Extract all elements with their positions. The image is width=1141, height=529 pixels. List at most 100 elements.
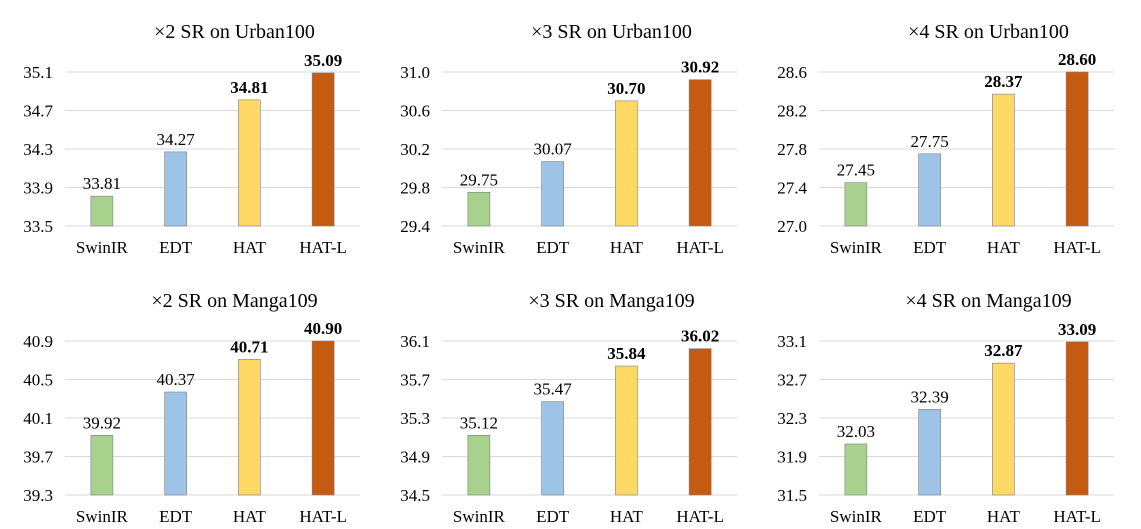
bar-hat-l: [688, 79, 712, 227]
y-tick-label: 27.0: [777, 217, 807, 236]
data-label: 32.03: [837, 422, 875, 441]
x-tick-label: SwinIR: [830, 507, 883, 526]
y-tick-label: 27.8: [777, 140, 807, 159]
y-tick-label: 40.5: [23, 371, 53, 390]
bar-hat: [615, 365, 638, 496]
data-label: 30.07: [534, 140, 573, 159]
data-label: 35.84: [607, 344, 646, 363]
bar-swinir: [844, 182, 868, 227]
x-tick-label: HAT: [233, 507, 267, 526]
chart-title: ×3 SR on Manga109: [528, 290, 694, 312]
bar-hat: [992, 93, 1015, 227]
data-label: 28.37: [984, 72, 1023, 91]
bar-edt: [918, 409, 941, 496]
bar-hat-l: [1065, 71, 1089, 227]
bar-hat-l: [311, 72, 335, 227]
x-tick-label: HAT-L: [676, 238, 724, 257]
chart-title: ×2 SR on Manga109: [151, 290, 317, 312]
x-tick-label: HAT-L: [299, 238, 347, 257]
x-tick-label: HAT: [610, 507, 644, 526]
bar-swinir: [467, 192, 491, 227]
chart-panel-5: ×3 SR on Manga109 34.5 34.9 35.3 35.7 36.1 35.…: [400, 290, 737, 526]
bar-edt: [541, 401, 564, 496]
x-tick-label: EDT: [159, 238, 193, 257]
y-tick-label: 34.7: [23, 102, 53, 121]
x-tick-label: EDT: [913, 507, 947, 526]
data-label: 33.09: [1058, 320, 1096, 339]
y-tick-label: 30.2: [400, 140, 430, 159]
bar-edt: [164, 391, 187, 496]
data-label: 39.92: [83, 413, 121, 432]
y-tick-label: 28.6: [777, 63, 807, 82]
bar-hat: [238, 358, 261, 496]
y-tick-label: 39.7: [23, 448, 53, 467]
bar-edt: [541, 161, 564, 227]
y-tick-label: 34.9: [400, 448, 430, 467]
x-tick-label: HAT: [987, 238, 1021, 257]
bar-swinir: [467, 435, 491, 496]
data-label: 35.09: [304, 51, 342, 70]
data-label: 30.92: [681, 58, 719, 77]
data-label: 35.47: [534, 380, 573, 399]
y-tick-label: 32.3: [777, 409, 807, 428]
data-label: 36.02: [681, 327, 719, 346]
data-label: 28.60: [1058, 50, 1096, 69]
bar-hat-l: [311, 340, 335, 496]
y-tick-label: 33.1: [777, 332, 807, 351]
x-tick-label: SwinIR: [453, 238, 506, 257]
data-label: 30.70: [607, 79, 645, 98]
x-tick-label: HAT: [233, 238, 267, 257]
y-tick-label: 35.1: [23, 63, 53, 82]
x-tick-label: SwinIR: [830, 238, 883, 257]
x-tick-label: EDT: [913, 238, 947, 257]
x-tick-label: HAT-L: [1053, 238, 1101, 257]
y-tick-label: 34.5: [400, 486, 430, 505]
y-tick-label: 40.9: [23, 332, 53, 351]
data-label: 35.12: [460, 413, 498, 432]
bar-swinir: [90, 195, 114, 227]
bar-swinir: [90, 435, 114, 496]
chart-title: ×4 SR on Urban100: [908, 21, 1069, 43]
data-label: 32.39: [911, 387, 949, 406]
y-tick-label: 28.2: [777, 102, 807, 121]
x-tick-label: HAT-L: [299, 507, 347, 526]
y-tick-label: 39.3: [23, 486, 53, 505]
y-tick-label: 35.3: [400, 409, 430, 428]
bar-edt: [164, 151, 187, 227]
x-tick-label: HAT-L: [676, 507, 724, 526]
data-label: 29.75: [460, 170, 498, 189]
data-label: 27.45: [837, 161, 875, 180]
bar-hat-l: [688, 348, 712, 496]
y-tick-label: 32.7: [777, 371, 807, 390]
bar-edt: [918, 153, 941, 227]
x-tick-label: SwinIR: [76, 507, 129, 526]
y-tick-label: 31.5: [777, 486, 807, 505]
y-tick-label: 33.5: [23, 217, 53, 236]
bar-hat: [992, 362, 1015, 496]
chart-title: ×3 SR on Urban100: [531, 21, 692, 43]
y-tick-label: 29.8: [400, 179, 430, 198]
x-tick-label: HAT-L: [1053, 507, 1101, 526]
x-tick-label: EDT: [159, 507, 193, 526]
y-tick-label: 27.4: [777, 179, 807, 198]
x-tick-label: EDT: [536, 238, 570, 257]
data-label: 33.81: [83, 174, 121, 193]
y-tick-label: 30.6: [400, 102, 430, 121]
data-label: 40.90: [304, 319, 342, 338]
y-tick-label: 33.9: [23, 179, 53, 198]
data-label: 40.71: [230, 337, 268, 356]
chart-panel-3: ×4 SR on Urban100 27.0 27.4 27.8 28.2 28.6 27.…: [777, 21, 1114, 257]
data-label: 34.81: [230, 78, 268, 97]
data-label: 40.37: [157, 370, 196, 389]
x-tick-label: EDT: [536, 507, 570, 526]
data-label: 27.75: [911, 132, 949, 151]
chart-panel-1: ×2 SR on Urban100 33.5 33.9 34.3 34.7 35.1 33.…: [23, 21, 360, 257]
chart-title: ×2 SR on Urban100: [154, 21, 315, 43]
chart-title: ×4 SR on Manga109: [905, 290, 1071, 312]
y-tick-label: 31.0: [400, 63, 430, 82]
bar-hat: [615, 100, 638, 227]
y-tick-label: 31.9: [777, 448, 807, 467]
y-tick-label: 40.1: [23, 409, 53, 428]
chart-panel-6: ×4 SR on Manga109 31.5 31.9 32.3 32.7 33.1 32.…: [777, 290, 1114, 526]
